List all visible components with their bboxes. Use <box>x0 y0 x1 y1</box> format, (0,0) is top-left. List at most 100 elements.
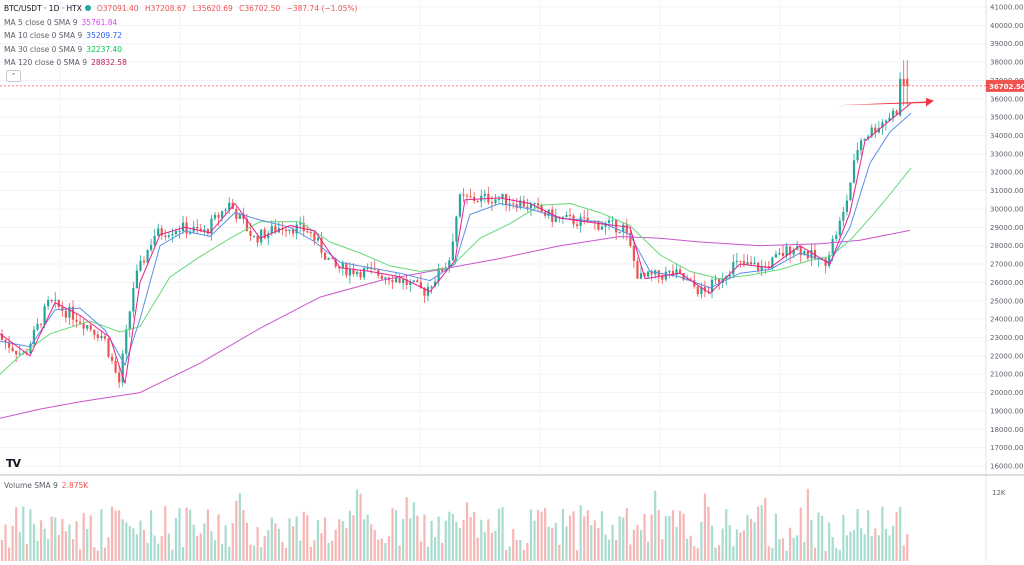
volume-bar[interactable] <box>647 541 650 561</box>
candle[interactable] <box>150 245 153 250</box>
candle[interactable] <box>810 250 813 259</box>
candle[interactable] <box>171 234 174 236</box>
volume-bar[interactable] <box>891 525 895 561</box>
volume-bar[interactable] <box>682 513 685 561</box>
candle[interactable] <box>316 237 320 241</box>
volume-bar[interactable] <box>650 514 653 561</box>
candle[interactable] <box>355 271 359 275</box>
candle[interactable] <box>512 203 515 205</box>
candle[interactable] <box>710 279 714 293</box>
volume-bar[interactable] <box>412 502 415 561</box>
volume-bar[interactable] <box>281 541 284 561</box>
volume-bar[interactable] <box>522 549 525 561</box>
volume-bar[interactable] <box>196 535 199 561</box>
volume-bar[interactable] <box>881 506 884 561</box>
candle[interactable] <box>331 257 334 259</box>
volume-bar[interactable] <box>813 547 817 561</box>
candle[interactable] <box>849 182 852 201</box>
volume-bar[interactable] <box>551 527 554 561</box>
volume-bar[interactable] <box>323 517 327 561</box>
volume-bar[interactable] <box>245 522 249 561</box>
volume-bar[interactable] <box>419 541 422 561</box>
volume-bar[interactable] <box>47 539 50 561</box>
candle[interactable] <box>423 287 426 296</box>
candle[interactable] <box>526 206 529 209</box>
volume-bar[interactable] <box>171 549 174 561</box>
volume-bar[interactable] <box>132 528 135 561</box>
candle[interactable] <box>15 350 18 355</box>
candle[interactable] <box>295 224 298 234</box>
volume-bar[interactable] <box>671 510 675 561</box>
candle[interactable] <box>199 228 202 232</box>
volume-bar[interactable] <box>465 502 469 561</box>
volume-bar[interactable] <box>547 526 550 561</box>
candle[interactable] <box>852 160 856 183</box>
volume-bar[interactable] <box>622 517 625 561</box>
volume-bar[interactable] <box>686 538 689 561</box>
candle[interactable] <box>678 269 682 274</box>
volume-bar[interactable] <box>405 497 408 561</box>
volume-bar[interactable] <box>718 545 721 561</box>
volume-bar[interactable] <box>4 524 7 561</box>
candle[interactable] <box>558 216 561 218</box>
volume-bar[interactable] <box>721 528 724 561</box>
volume-bar[interactable] <box>728 525 731 561</box>
volume-bar[interactable] <box>11 525 14 561</box>
candle[interactable] <box>625 224 628 233</box>
volume-bar[interactable] <box>863 534 866 561</box>
candle[interactable] <box>860 140 863 151</box>
candle[interactable] <box>249 230 252 237</box>
volume-bar[interactable] <box>213 540 217 561</box>
candle[interactable] <box>700 287 703 295</box>
volume-bar[interactable] <box>192 524 195 561</box>
volume-bar[interactable] <box>895 512 898 561</box>
candle[interactable] <box>867 136 870 139</box>
candle[interactable] <box>260 229 263 243</box>
volume-bar[interactable] <box>732 546 735 561</box>
volume-bar[interactable] <box>373 529 376 561</box>
candle[interactable] <box>323 252 327 260</box>
candle[interactable] <box>728 274 731 277</box>
volume-bar[interactable] <box>387 536 391 561</box>
volume-bar[interactable] <box>746 514 749 561</box>
candle[interactable] <box>828 255 831 266</box>
volume-bar[interactable] <box>0 540 4 561</box>
candle[interactable] <box>384 277 387 279</box>
candle[interactable] <box>68 306 71 318</box>
candle[interactable] <box>842 211 845 221</box>
candle[interactable] <box>749 262 753 265</box>
volume-bar[interactable] <box>377 539 380 561</box>
candle[interactable] <box>469 196 472 198</box>
candle[interactable] <box>224 209 227 212</box>
volume-bar[interactable] <box>316 520 320 561</box>
volume-bar[interactable] <box>515 540 518 561</box>
volume-bar[interactable] <box>110 506 114 561</box>
volume-bar[interactable] <box>292 526 295 561</box>
candle[interactable] <box>792 249 795 255</box>
volume-bar[interactable] <box>700 521 703 561</box>
candle[interactable] <box>267 233 270 239</box>
ma120-legend-row[interactable]: MA 120 close 0 SMA 9 28832.58 <box>4 56 357 70</box>
volume-bar[interactable] <box>860 528 863 561</box>
candle[interactable] <box>36 323 39 330</box>
volume-bar[interactable] <box>448 511 451 561</box>
volume-bar[interactable] <box>533 520 536 561</box>
candle[interactable] <box>718 278 721 283</box>
volume-bar[interactable] <box>167 533 170 561</box>
volume-bar[interactable] <box>778 539 781 561</box>
volume-bar[interactable] <box>174 518 178 561</box>
volume-bar[interactable] <box>338 519 341 561</box>
volume-bar[interactable] <box>828 522 831 561</box>
candle[interactable] <box>89 325 92 330</box>
candle[interactable] <box>142 260 146 263</box>
candle[interactable] <box>416 280 419 283</box>
volume-bar[interactable] <box>302 511 305 561</box>
volume-bar[interactable] <box>526 543 529 561</box>
candle[interactable] <box>522 200 525 207</box>
candle[interactable] <box>139 260 142 271</box>
volume-bar[interactable] <box>284 547 288 561</box>
candle[interactable] <box>778 252 781 255</box>
candle[interactable] <box>824 258 827 266</box>
volume-bar[interactable] <box>675 526 678 561</box>
volume-bar[interactable] <box>725 509 728 561</box>
